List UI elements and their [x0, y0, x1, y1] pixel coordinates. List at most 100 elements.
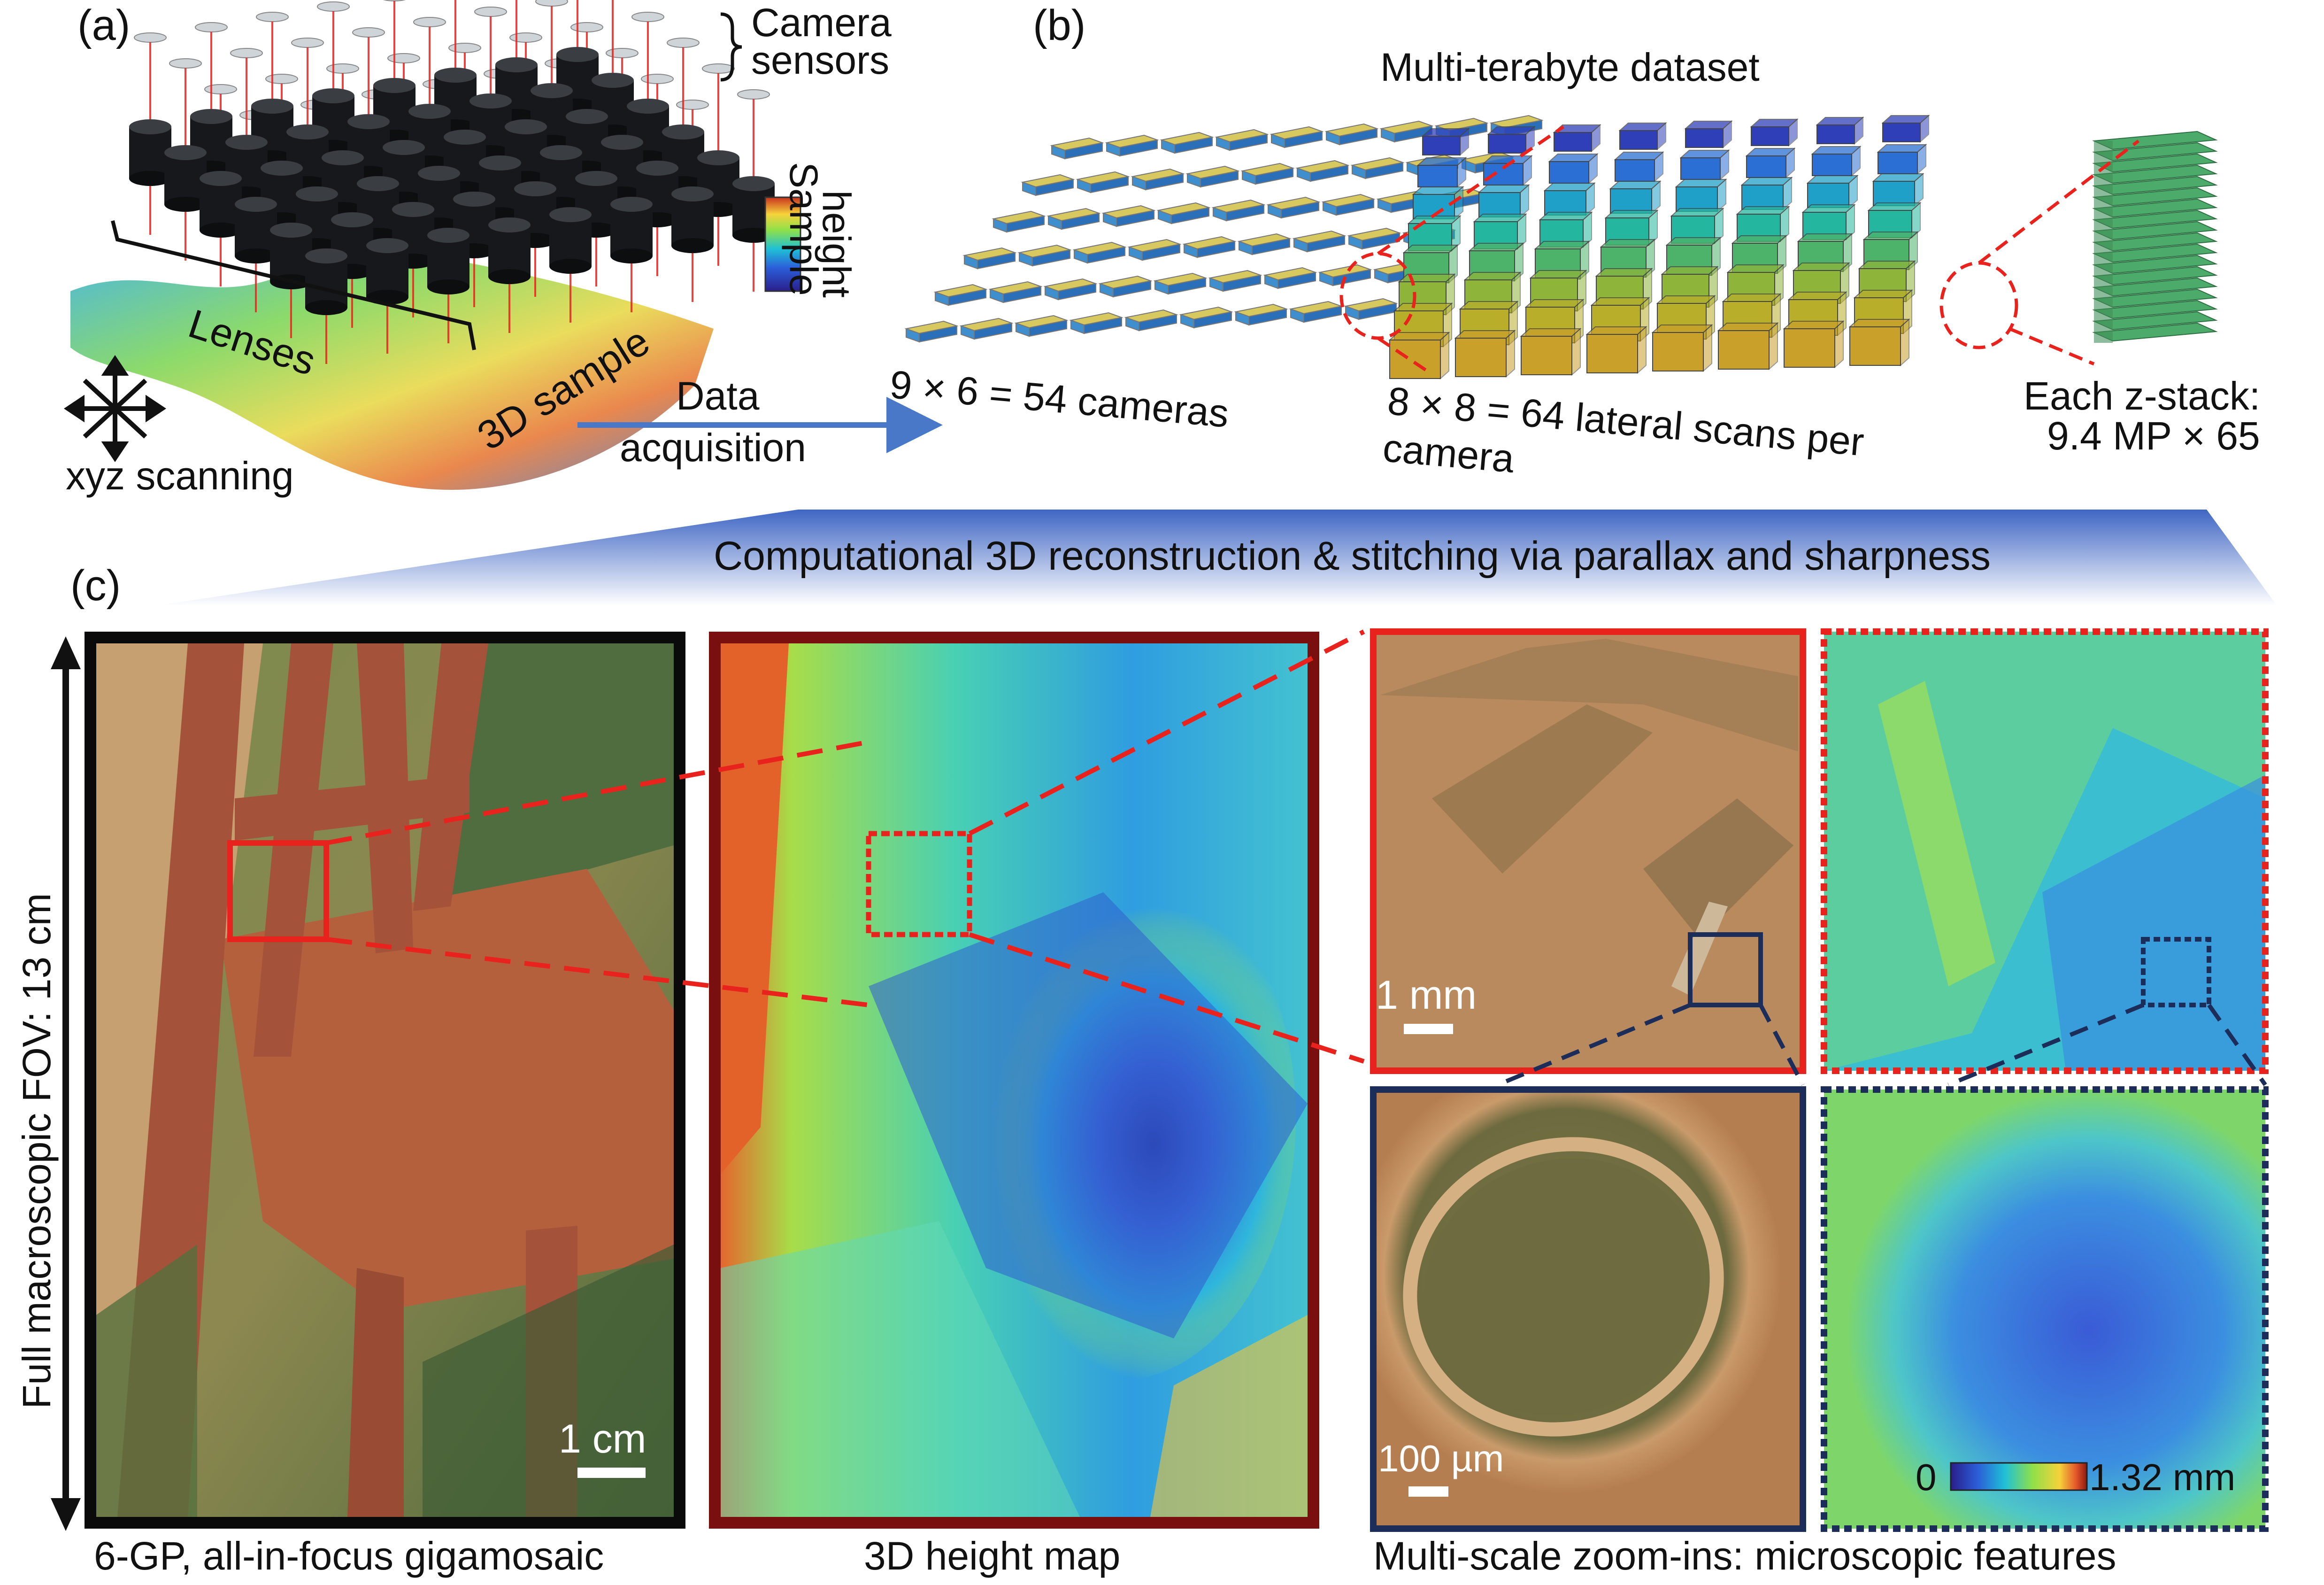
colorbar-min-label: 0 — [1916, 1456, 1937, 1498]
panel-label-b: (b) — [1033, 1, 1086, 49]
lens-bottom — [200, 223, 242, 238]
scan-cube-top — [1529, 270, 1587, 278]
sample-height-label-line2: height — [815, 190, 859, 298]
zstack-label-line2: 9.4 MP × 65 — [2047, 414, 2260, 458]
camera-sensor — [326, 63, 359, 74]
scan-cube-side — [1908, 231, 1918, 271]
camera-sensor — [352, 27, 385, 38]
camera-sensor — [413, 17, 446, 27]
lens-bottom — [164, 197, 207, 212]
camera-sensors-brace — [720, 12, 742, 82]
camera-sensor — [570, 22, 603, 32]
lens-top — [732, 176, 775, 191]
connector-hm-top — [968, 629, 1365, 836]
connector-hm-bottom — [969, 932, 1365, 1064]
scan-cube-front — [1586, 334, 1638, 373]
camera-sensor — [230, 48, 263, 58]
zoom-height-1mm — [1821, 628, 2269, 1074]
lens-top — [697, 150, 739, 165]
scanning-label: xyz scanning — [66, 454, 294, 498]
zoom-line-cam-top — [1377, 125, 1564, 255]
camera-tile-front — [1003, 286, 1041, 303]
camera-tile-front — [1226, 204, 1264, 222]
gigamosaic-image — [85, 632, 685, 1529]
camera-tile-front — [1006, 215, 1045, 233]
camera-sensor — [134, 32, 167, 43]
lens-body — [671, 194, 714, 246]
camera-sensor — [383, 0, 406, 1]
scan-cube-side — [1454, 186, 1463, 220]
lens-body — [549, 215, 592, 266]
lens-top — [566, 109, 608, 124]
scale-label-1mm: 1 mm — [1376, 973, 1477, 1018]
camera-tile-front — [1174, 136, 1213, 154]
scan-cube-side — [1777, 234, 1786, 275]
camera-sensor — [676, 100, 709, 110]
camera-tile-front — [1035, 178, 1074, 196]
lens-top — [601, 135, 643, 150]
zoom-line-cam-bottom — [1377, 337, 1428, 372]
lens-body — [610, 204, 653, 256]
sample-height-colorbar — [764, 196, 801, 292]
lens-top — [357, 176, 399, 191]
scan-cube-side — [1451, 215, 1461, 252]
scan-cube-front — [1610, 188, 1652, 214]
lens-body — [488, 225, 531, 277]
caption-gigamosaic: 6-GP, all-in-focus gigamosaic — [94, 1534, 604, 1578]
scan-cube-side — [1851, 145, 1861, 177]
lens-top — [270, 223, 312, 238]
lens-top — [488, 217, 531, 232]
scan-cube-front — [1544, 190, 1586, 216]
zoom-roi-navy-box — [1688, 932, 1763, 1007]
lens-body — [305, 256, 347, 308]
scan-cube-front — [1878, 152, 1918, 174]
z-stack — [2092, 131, 2218, 343]
scan-cube-side — [1854, 116, 1863, 145]
connector-micro-left — [1497, 1003, 1691, 1087]
camera-sensor — [641, 74, 674, 84]
scan-cube-top — [1726, 264, 1785, 273]
camera-sensor — [474, 7, 507, 17]
lens-top — [540, 145, 582, 160]
lens-bottom — [671, 238, 714, 253]
camera-sensor — [631, 12, 664, 22]
camera-tile-front — [1277, 271, 1316, 289]
camera-tile-front — [1252, 238, 1290, 255]
lens-top — [636, 161, 678, 176]
scan-cube-side — [1585, 182, 1595, 216]
scan-cube-front — [1816, 124, 1855, 144]
lens-top — [129, 119, 171, 134]
lens-top — [418, 166, 460, 181]
connector-giga-bottom — [326, 937, 869, 1007]
scan-cube-top — [1656, 295, 1716, 304]
scan-cube-top — [1665, 237, 1722, 246]
lens-body — [427, 235, 469, 287]
scan-cube-side — [1648, 209, 1658, 247]
camera-sensor — [265, 74, 298, 84]
camera-sensor — [317, 1, 350, 12]
camera-tile-front — [919, 325, 957, 343]
scan-cube-front — [1676, 186, 1718, 212]
scan-cube-side — [1920, 114, 1929, 143]
lens-top — [671, 186, 714, 201]
camera-tile-front — [1193, 311, 1232, 329]
lens-top — [479, 155, 521, 170]
zstack-label-line1: Each z-stack: — [2024, 374, 2261, 418]
camera-tile-front — [1248, 308, 1287, 326]
lens-top — [408, 104, 451, 119]
scan-cube-top — [1595, 268, 1653, 277]
lens-top — [366, 238, 408, 253]
camera-tile-front — [1064, 142, 1103, 160]
camera-tile-front — [1032, 249, 1070, 267]
lens-top — [331, 212, 373, 227]
scan-cube-top — [1463, 272, 1522, 280]
scan-cube-top — [1388, 332, 1450, 340]
camera-tile-front — [1310, 164, 1348, 182]
camera-tile-front — [977, 252, 1016, 270]
scan-highlight-circle — [1939, 261, 2018, 349]
zoom-line-scan-top — [1978, 139, 2140, 264]
zoom-line-scan-bottom — [2008, 327, 2095, 366]
camera-sensor — [737, 89, 770, 100]
scan-cube-side — [1651, 180, 1661, 215]
